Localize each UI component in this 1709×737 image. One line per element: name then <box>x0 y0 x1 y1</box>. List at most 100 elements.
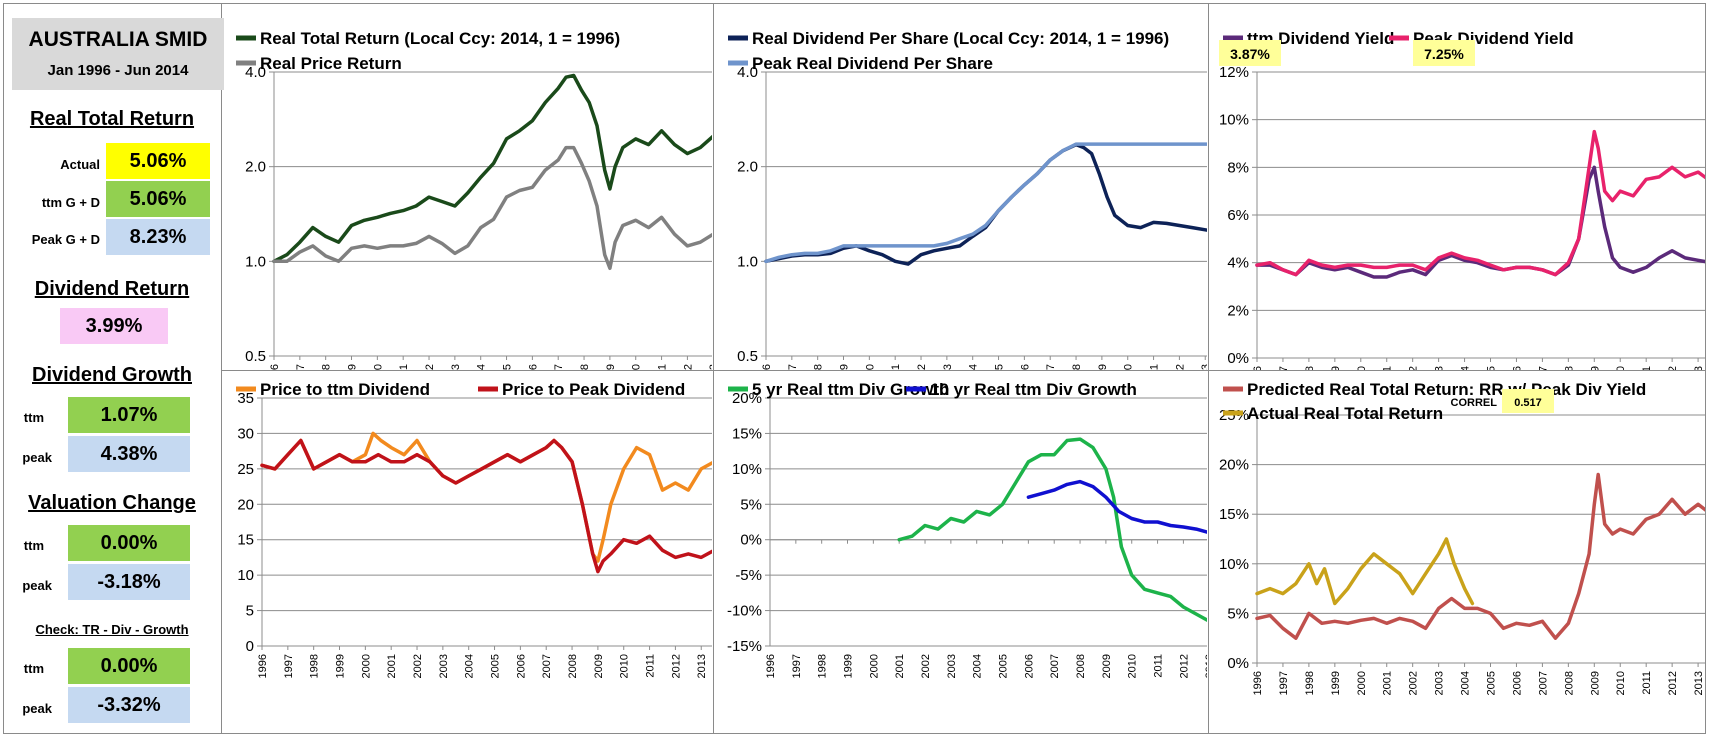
legend-label: Real Dividend Per Share (Local Ccy: 2014… <box>752 29 1169 48</box>
y-tick-label: 15% <box>732 425 762 442</box>
x-tick-label: 2012 <box>1174 364 1186 370</box>
x-tick-label: 2001 <box>890 364 902 370</box>
valuation-ttm-label: ttm <box>23 538 44 553</box>
y-tick-label: 4% <box>1227 255 1249 272</box>
series-line-1 <box>1255 472 1705 640</box>
x-tick-label: 2007 <box>541 654 553 678</box>
y-tick-label: 8% <box>1227 159 1249 176</box>
y-tick-label: 0 <box>246 638 254 655</box>
x-tick-label: 2002 <box>916 364 928 370</box>
x-tick-label: 2007 <box>1537 671 1549 695</box>
x-tick-label: 1996 <box>761 364 773 370</box>
x-tick-label: 2013 <box>696 654 708 678</box>
y-tick-label: -5% <box>735 567 762 584</box>
x-tick-label: 1999 <box>839 364 851 370</box>
y-tick-label: 15% <box>1219 506 1249 523</box>
x-tick-label: 2002 <box>920 654 932 678</box>
x-tick-label: 2009 <box>1101 654 1113 678</box>
x-tick-label: 2000 <box>1356 366 1368 370</box>
legend-label: 10 yr Real ttm Div Growth <box>930 380 1137 399</box>
x-tick-label: 2000 <box>372 364 384 370</box>
chart-predicted-return: 0%5%10%15%20%25%199619971998199920002001… <box>1219 380 1705 695</box>
x-tick-label: 1996 <box>269 364 281 370</box>
series-line-1 <box>764 142 1207 266</box>
peak-gd-label: Peak G + D <box>31 232 100 247</box>
x-tick-label: 1997 <box>791 654 803 678</box>
x-tick-label: 2011 <box>657 364 669 370</box>
y-tick-label: -10% <box>727 603 762 620</box>
x-tick-label: 1998 <box>1304 366 1316 370</box>
check-ttm-value: 0.00% <box>68 648 190 684</box>
x-tick-label: 2012 <box>1178 654 1190 678</box>
actual-label: Actual <box>60 157 100 172</box>
actual-value: 5.06% <box>106 143 210 179</box>
y-tick-label: 10% <box>732 461 762 478</box>
legend-label: Peak Real Dividend Per Share <box>752 54 993 73</box>
x-tick-label: 1999 <box>1330 366 1342 370</box>
legend-label: Real Total Return (Local Ccy: 2014, 1 = … <box>260 29 620 48</box>
x-tick-label: 2002 <box>1408 366 1420 370</box>
y-tick-label: 30 <box>237 425 254 442</box>
y-tick-label: 5 <box>246 603 254 620</box>
growth-peak-label: peak <box>22 450 52 465</box>
x-tick-label: 2006 <box>1019 364 1031 370</box>
series-line-2 <box>1255 129 1705 277</box>
x-tick-label: 2004 <box>972 654 984 678</box>
x-tick-label: 2011 <box>645 654 657 678</box>
y-tick-label: 0% <box>1227 350 1249 367</box>
divider-row <box>221 370 1706 371</box>
x-tick-label: 2006 <box>515 654 527 678</box>
y-tick-label: 10 <box>237 567 254 584</box>
check-heading: Check: TR - Div - Growth <box>35 622 189 637</box>
x-tick-label: 2004 <box>968 364 980 370</box>
x-tick-label: 2009 <box>593 654 605 678</box>
x-tick-label: 2004 <box>464 654 476 678</box>
x-tick-label: 2008 <box>579 364 591 370</box>
x-tick-label: 1999 <box>347 364 359 370</box>
x-tick-label: 2002 <box>412 654 424 678</box>
valuation-peak-label: peak <box>22 578 52 593</box>
chart-real-total-return: 0.5 1.0 2.0 4.0 1996 1997 1998 1999 2000 2001 2002… <box>236 29 712 370</box>
x-tick-label: 2000 <box>360 654 372 678</box>
y-tick-label: 0.5 <box>245 348 266 365</box>
y-tick-label: 20 <box>237 496 254 513</box>
x-tick-label: 2013 <box>1200 364 1207 370</box>
x-tick-label: 2003 <box>942 364 954 370</box>
check-ttm-label: ttm <box>23 661 44 676</box>
x-tick-label: 2001 <box>1382 671 1394 695</box>
x-tick-label: 2012 <box>1667 366 1679 370</box>
y-tick-label: 2.0 <box>245 159 266 176</box>
sidebar-title-box: AUSTRALIA SMID Jan 1996 - Jun 2014 <box>12 18 224 90</box>
x-tick-label: 2011 <box>1149 364 1161 370</box>
y-tick-label: 4.0 <box>737 64 758 81</box>
x-tick-label: 2000 <box>1356 671 1368 695</box>
value-box-label: 7.25% <box>1424 46 1464 62</box>
x-tick-label: 2008 <box>1563 671 1575 695</box>
x-tick-label: 2005 <box>998 654 1010 678</box>
x-tick-label: 1996 <box>1252 366 1264 370</box>
correl-label: CORREL <box>1451 397 1498 409</box>
ttm-gd-value: 5.06% <box>106 181 210 217</box>
y-tick-label: 15 <box>237 532 254 549</box>
x-tick-label: 2007 <box>1045 364 1057 370</box>
dividend-return-value: 3.99% <box>60 308 168 344</box>
series-line-1 <box>897 437 1207 622</box>
x-tick-label: 2004 <box>476 364 488 370</box>
y-tick-label: 20% <box>732 390 762 407</box>
divider-col2 <box>1208 3 1209 734</box>
x-tick-label: 2013 <box>1693 671 1705 695</box>
y-tick-label: 0% <box>740 532 762 549</box>
check-peak-value: -3.32% <box>68 687 190 723</box>
value-box <box>1219 40 1281 66</box>
legend-label: Actual Real Total Return <box>1247 404 1443 423</box>
y-tick-label: 4.0 <box>245 64 266 81</box>
x-tick-label: 2003 <box>946 654 958 678</box>
x-tick-label: 1998 <box>813 364 825 370</box>
x-tick-label: 2002 <box>424 364 436 370</box>
x-tick-label: 1998 <box>817 654 829 678</box>
x-tick-label: 2009 <box>1589 671 1601 695</box>
x-tick-label: 2003 <box>450 364 462 370</box>
series-line-2 <box>1255 537 1475 606</box>
legend-label: Price to Peak Dividend <box>502 380 685 399</box>
y-tick-label: 12% <box>1219 64 1249 81</box>
